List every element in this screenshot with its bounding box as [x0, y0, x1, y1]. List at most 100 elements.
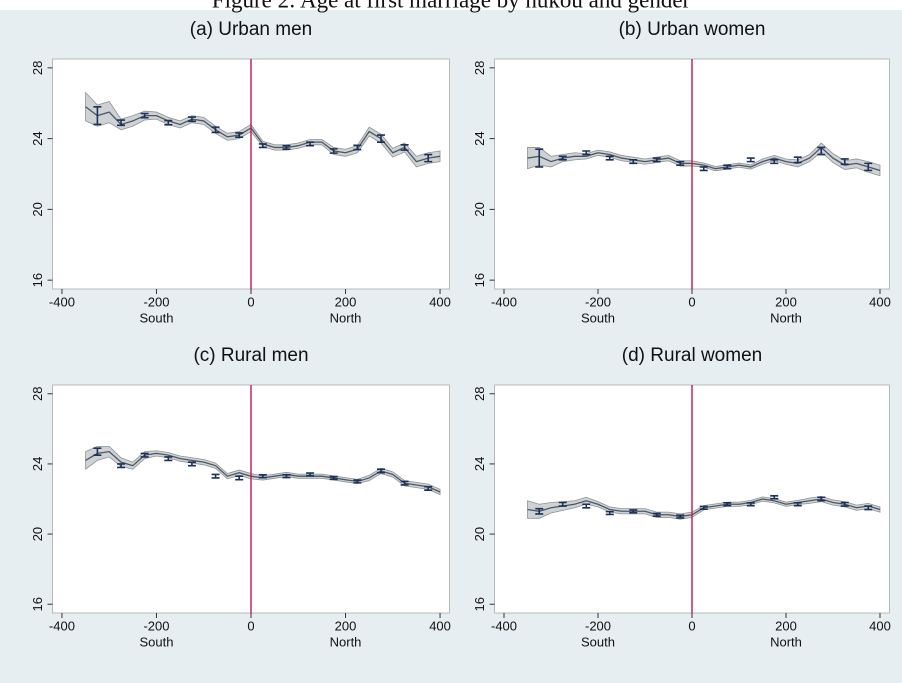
- error-bar: [558, 501, 567, 507]
- error-bar: [535, 148, 544, 168]
- x-tick-label: -200: [585, 294, 611, 309]
- x-tick-label: -400: [49, 294, 75, 309]
- error-bar: [376, 468, 385, 474]
- error-bar: [699, 166, 708, 172]
- region-label: North: [330, 310, 362, 325]
- error-bar: [629, 159, 638, 165]
- figure-title: Figure 2: Age at first marriage by hukou…: [212, 0, 691, 12]
- error-bar: [258, 143, 267, 149]
- y-tick-label: 24: [30, 131, 45, 145]
- error-bar: [329, 475, 338, 481]
- error-bar: [652, 512, 661, 517]
- error-bar: [93, 105, 102, 126]
- region-label: North: [770, 310, 802, 325]
- error-bar: [793, 502, 802, 507]
- error-bar: [140, 452, 149, 458]
- x-tick-label: 400: [869, 618, 891, 633]
- error-bar: [840, 501, 849, 507]
- error-bar: [187, 461, 196, 467]
- x-tick-label: -400: [49, 618, 75, 633]
- y-tick-label: 28: [472, 61, 487, 75]
- error-bar: [864, 505, 873, 511]
- error-bar: [424, 153, 433, 163]
- panel: (b) Urban women 16 20 24 28 -400 -200 0 200 400 So…: [472, 19, 891, 325]
- error-bar: [840, 158, 849, 166]
- confidence-band: [85, 445, 441, 496]
- x-tick-label: 400: [429, 294, 451, 309]
- y-tick-label: 28: [30, 61, 45, 75]
- error-bar: [353, 144, 362, 151]
- error-bar: [746, 502, 755, 507]
- error-bar: [535, 507, 544, 515]
- error-bar: [306, 141, 315, 147]
- x-tick-label: 400: [429, 618, 451, 633]
- error-bar: [793, 156, 802, 164]
- error-bar: [582, 503, 591, 509]
- panel-title: (b) Urban women: [619, 19, 766, 40]
- x-tick-label: 200: [335, 294, 357, 309]
- x-tick-label: 0: [247, 618, 254, 633]
- error-bar: [235, 475, 244, 481]
- error-bar: [652, 157, 661, 163]
- error-bar: [605, 510, 614, 516]
- y-tick-label: 20: [472, 527, 487, 541]
- x-tick-label: -200: [143, 618, 169, 633]
- error-bar: [676, 514, 685, 519]
- error-bar: [770, 159, 779, 165]
- panel-title: (a) Urban men: [190, 19, 313, 40]
- error-bar: [211, 473, 220, 479]
- x-tick-label: 200: [775, 618, 797, 633]
- error-bar: [117, 119, 126, 127]
- error-bar: [723, 502, 732, 507]
- y-tick-label: 16: [472, 273, 487, 287]
- error-bar: [605, 155, 614, 161]
- region-label: South: [581, 310, 615, 325]
- error-bar: [353, 479, 362, 484]
- error-bar: [699, 505, 708, 510]
- y-tick-label: 28: [472, 387, 487, 401]
- panel: (d) Rural women 16 20 24 28 -400 -200 0 200 400 So…: [472, 345, 891, 649]
- x-tick-label: 200: [775, 294, 797, 309]
- y-tick-label: 20: [30, 202, 45, 216]
- confidence-band: [85, 91, 441, 168]
- error-bar: [187, 116, 196, 123]
- x-tick-label: -200: [143, 294, 169, 309]
- error-bar: [424, 485, 433, 492]
- y-tick-label: 28: [30, 387, 45, 401]
- error-bar: [140, 112, 149, 119]
- error-bar: [211, 126, 220, 134]
- region-label: South: [581, 634, 615, 649]
- y-tick-label: 16: [472, 597, 487, 611]
- error-bar: [400, 144, 409, 151]
- error-bar: [329, 148, 338, 154]
- region-label: North: [330, 634, 362, 649]
- error-bar: [117, 463, 126, 469]
- y-tick-label: 20: [472, 202, 487, 216]
- panel: (c) Rural men 16 20 24 28 -400 -200 0 200 400 Sout…: [30, 345, 451, 649]
- y-tick-label: 16: [30, 273, 45, 287]
- x-tick-label: -400: [491, 294, 517, 309]
- error-bar: [400, 480, 409, 486]
- y-tick-label: 24: [30, 457, 45, 471]
- error-bar: [723, 164, 732, 170]
- region-label: North: [770, 634, 802, 649]
- error-bar: [864, 162, 873, 172]
- error-bar: [258, 473, 267, 479]
- y-tick-label: 20: [30, 527, 45, 541]
- error-bar: [817, 146, 826, 156]
- x-tick-label: -200: [585, 618, 611, 633]
- x-tick-label: 400: [869, 294, 891, 309]
- y-tick-label: 24: [472, 457, 487, 471]
- x-tick-label: -400: [491, 618, 517, 633]
- error-bar: [282, 473, 291, 479]
- error-bar: [376, 134, 385, 143]
- region-label: South: [139, 310, 173, 325]
- region-label: South: [139, 634, 173, 649]
- error-bar: [164, 119, 173, 126]
- x-tick-label: 200: [335, 618, 357, 633]
- error-bar: [282, 144, 291, 151]
- error-bar: [164, 456, 173, 462]
- y-tick-label: 16: [30, 597, 45, 611]
- error-bar: [306, 472, 315, 477]
- x-tick-label: 0: [247, 294, 254, 309]
